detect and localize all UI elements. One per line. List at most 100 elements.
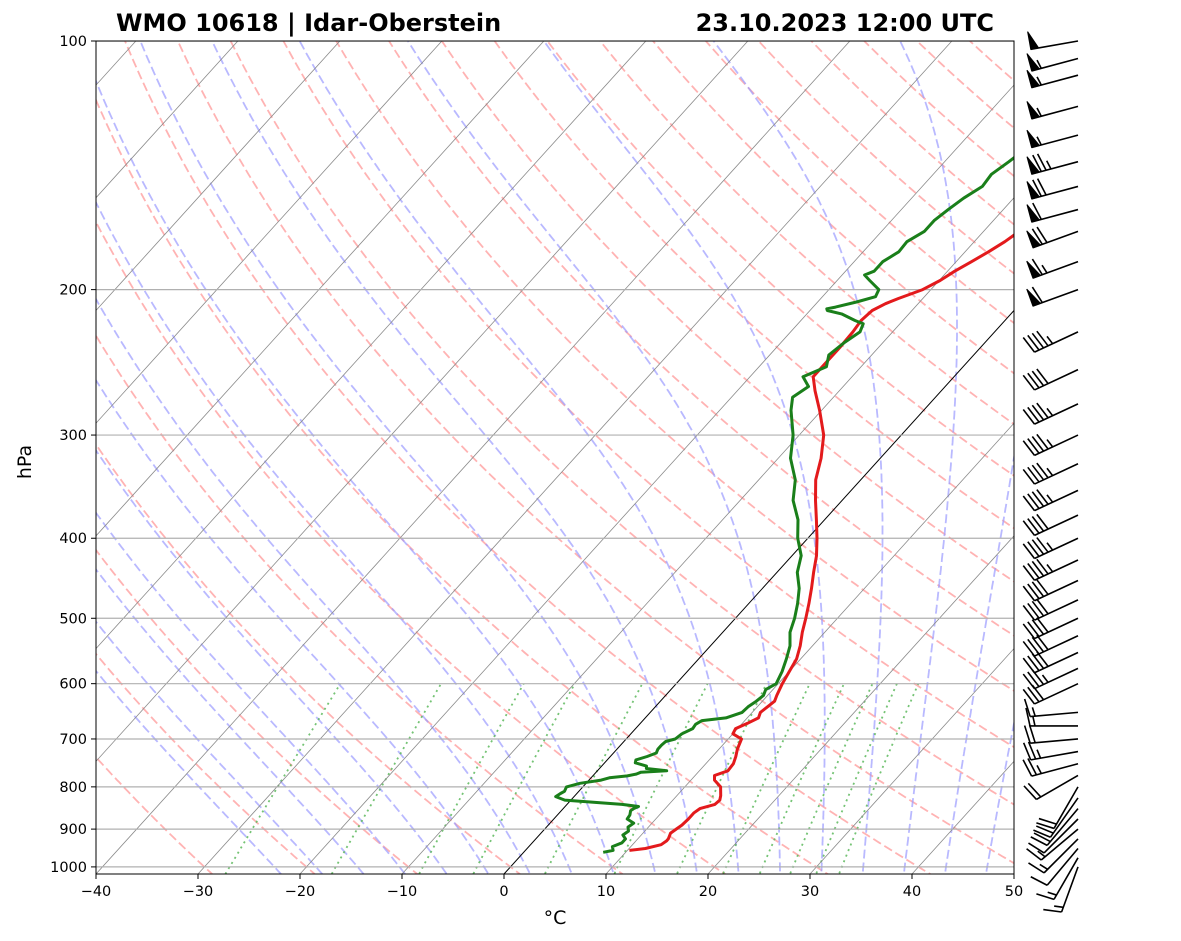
wind-barb (1026, 178, 1079, 200)
isotherm-line (911, 760, 1014, 874)
moist-adiabat-line (96, 669, 283, 874)
mixing-ratio-line (675, 683, 768, 874)
dry-adiabat-line (599, 41, 1014, 426)
x-tick-label: −20 (285, 884, 316, 900)
wind-barb (1026, 69, 1079, 89)
x-tick-label: −30 (183, 884, 214, 900)
isotherm-line (96, 41, 749, 762)
mixing-ratio-line (613, 683, 709, 874)
wind-barbs (1022, 31, 1079, 913)
isotherm-line (605, 422, 1014, 874)
moist-adiabat-line (96, 378, 490, 874)
dry-adiabat-line (1158, 23, 1181, 885)
mixing-ratio-line (472, 683, 576, 874)
dry-adiabat-line (1054, 23, 1181, 885)
dry-adiabat-line (387, 41, 1014, 637)
isotherm-line (299, 84, 1014, 874)
moist-adiabat-line (139, 41, 657, 874)
isotherm-line (96, 41, 545, 537)
moist-adiabat-line (96, 200, 573, 874)
temperature-profile-line (629, 233, 1014, 852)
profile-lines (554, 155, 1014, 854)
zero-isotherm-line (503, 309, 1014, 874)
dry-adiabat-line (229, 41, 1014, 806)
wind-barb (1028, 818, 1079, 854)
dry-adiabat-line (96, 548, 419, 874)
wind-barb (1026, 258, 1079, 279)
moist-adiabat-line (985, 718, 1014, 874)
chart-datetime: 23.10.2023 12:00 UTC (696, 9, 994, 37)
wind-barb (1028, 838, 1079, 874)
x-tick-label: 0 (499, 884, 508, 900)
background-lines (96, 23, 1181, 885)
y-tick-label: 800 (59, 780, 87, 796)
wind-barb (1022, 537, 1079, 560)
isotherm-line (401, 197, 1014, 874)
mixing-ratio-line (543, 683, 644, 874)
moist-adiabat-line (943, 451, 1014, 874)
plot-frame (95, 40, 1015, 875)
y-tick-label: 400 (59, 531, 87, 547)
dewpoint-profile-line (554, 155, 1014, 854)
dry-adiabat-line (176, 41, 1014, 865)
wind-barb (1023, 724, 1079, 744)
wind-barb (1026, 202, 1079, 223)
wind-barb (1022, 330, 1079, 353)
dry-adiabat-line (96, 97, 830, 874)
wind-barb (1022, 368, 1079, 391)
moist-adiabat-line (96, 297, 532, 874)
wind-barb (1022, 462, 1079, 485)
moist-adiabat-line (96, 511, 407, 874)
wind-barb (1022, 634, 1079, 657)
wind-barb (1022, 579, 1079, 602)
wind-barb (1022, 558, 1079, 581)
dry-adiabat-line (96, 652, 317, 874)
dry-adiabat-line (282, 41, 1014, 749)
y-tick-label: 300 (59, 428, 87, 444)
wind-barb (1022, 651, 1079, 674)
wind-barb (1033, 797, 1079, 838)
dry-adiabat-line (968, 41, 1014, 82)
dry-adiabat-line (96, 220, 727, 874)
y-tick-label: 600 (59, 677, 87, 693)
dry-adiabat-line (96, 442, 522, 874)
mixing-ratio-line (418, 683, 525, 874)
dry-adiabat-line (757, 41, 1014, 275)
x-tick-label: −10 (387, 884, 418, 900)
y-tick-label: 900 (59, 822, 87, 838)
wind-barb (1043, 866, 1079, 913)
wind-barb (1030, 808, 1079, 847)
wind-barb (1022, 741, 1079, 761)
wind-barb (1022, 402, 1079, 425)
x-tick-label: 30 (801, 884, 819, 900)
dry-adiabat-line (335, 41, 1014, 692)
y-tick-label: 200 (59, 283, 87, 299)
x-axis-label: °C (544, 907, 567, 929)
x-tick-label: −40 (81, 884, 112, 900)
wind-barb (1026, 153, 1079, 175)
mixing-ratio-line (330, 683, 442, 874)
mixing-ratio-line (758, 683, 845, 874)
wind-barb (1030, 847, 1079, 886)
moist-adiabat-line (406, 41, 781, 874)
isotherm-line (1116, 41, 1181, 874)
wind-barb (1022, 513, 1079, 537)
moist-adiabat-line (542, 41, 826, 874)
y-tick-label: 1000 (50, 860, 87, 876)
moist-adiabat-line (96, 620, 324, 874)
dry-adiabat-line (493, 41, 1014, 530)
dry-adiabat-line (124, 41, 932, 874)
isotherm-line (96, 41, 647, 650)
y-axis-label: hPa (14, 445, 36, 479)
moist-adiabat-line (96, 567, 365, 874)
wind-barb (1022, 489, 1079, 512)
y-tick-label: 100 (59, 34, 87, 50)
moist-adiabat-line (211, 41, 698, 874)
wind-barb (1026, 101, 1079, 120)
y-tick-label: 500 (59, 611, 87, 627)
dry-adiabat-line (546, 41, 1014, 477)
wind-barb (1026, 226, 1079, 249)
wind-barb (1023, 774, 1079, 801)
wind-barb (1022, 758, 1079, 777)
